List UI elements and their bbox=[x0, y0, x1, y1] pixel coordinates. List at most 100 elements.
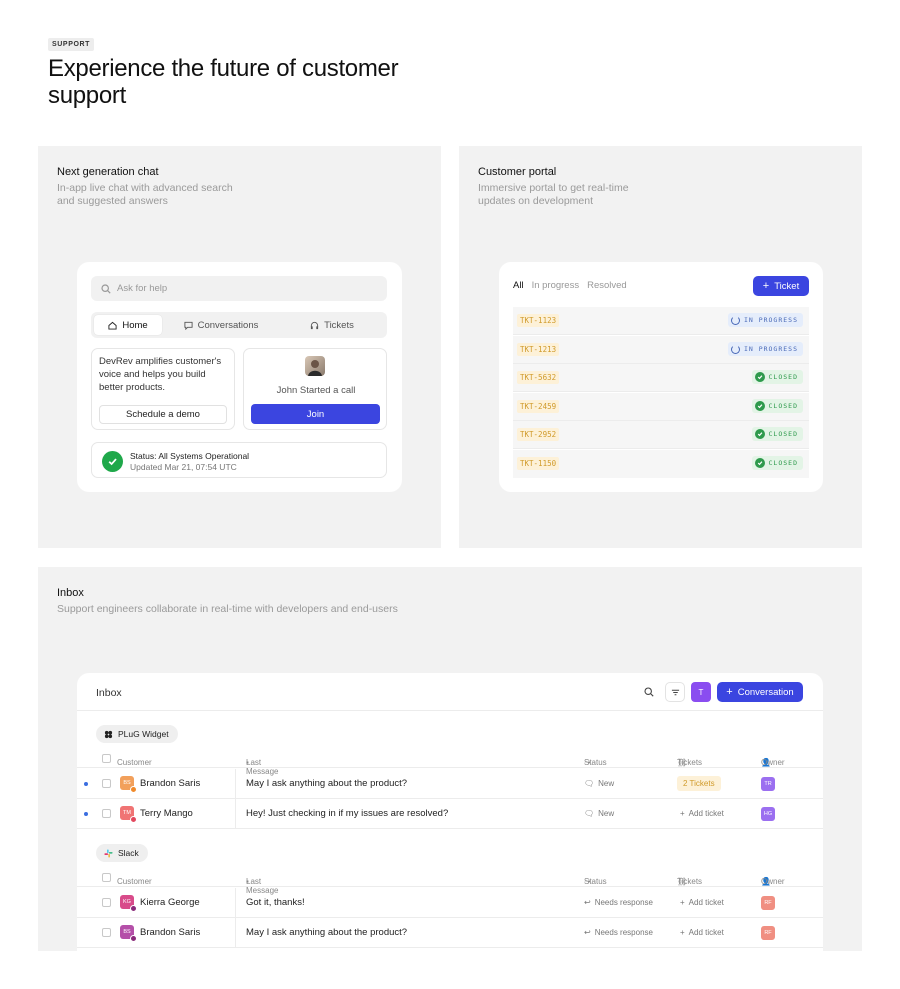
table-row[interactable]: TM Terry Mango Hey! Just checking in if … bbox=[77, 799, 823, 829]
ticket-row[interactable]: TKT-2952 CLOSED bbox=[513, 421, 809, 449]
tab-home[interactable]: Home bbox=[94, 315, 162, 335]
search-input[interactable]: Ask for help bbox=[91, 276, 387, 301]
unread-dot bbox=[84, 812, 88, 816]
join-call-button[interactable]: Join bbox=[251, 404, 380, 424]
customer-name: Kierra George bbox=[140, 897, 200, 908]
plus-icon: + bbox=[680, 809, 685, 818]
status-updated: Updated Mar 21, 07:54 UTC bbox=[130, 462, 237, 472]
filter-button[interactable] bbox=[665, 682, 685, 702]
reply-icon: ↩ bbox=[584, 928, 591, 937]
column-divider bbox=[235, 799, 236, 829]
portal-panel-title: Customer portal bbox=[478, 166, 557, 178]
tab-all[interactable]: All bbox=[513, 280, 524, 291]
column-divider bbox=[235, 769, 236, 799]
check-circle-icon bbox=[754, 458, 765, 468]
promo-card: DevRev amplifies customer's voice and he… bbox=[91, 348, 235, 430]
table-row[interactable]: KG Kierra George Got it, thanks! ↩ Needs … bbox=[77, 888, 823, 918]
select-all-checkbox[interactable] bbox=[102, 873, 111, 882]
owner-avatar: TR bbox=[761, 777, 775, 791]
check-circle-icon bbox=[754, 372, 765, 382]
owner-avatar: HG bbox=[761, 807, 775, 821]
select-all-checkbox[interactable] bbox=[102, 754, 111, 763]
progress-ring-icon bbox=[730, 315, 740, 325]
status-title: Status: All Systems Operational bbox=[130, 451, 250, 461]
ticket-row[interactable]: TKT-1123 IN PROGRESS bbox=[513, 307, 809, 335]
column-divider bbox=[235, 888, 236, 918]
customer-name: Brandon Saris bbox=[140, 927, 201, 938]
headset-icon bbox=[311, 321, 319, 329]
tab-tickets[interactable]: Tickets bbox=[280, 315, 384, 335]
ticket-id: TKT-2952 bbox=[517, 428, 560, 441]
ticket-id: TKT-1150 bbox=[517, 457, 560, 470]
last-message: Hey! Just checking in if my issues are r… bbox=[246, 808, 449, 819]
tab-resolved[interactable]: Resolved bbox=[587, 280, 627, 291]
message-icon: ▪ bbox=[246, 877, 249, 886]
new-ticket-button[interactable]: + Ticket bbox=[753, 276, 809, 296]
row-checkbox[interactable] bbox=[102, 809, 111, 818]
row-checkbox[interactable] bbox=[102, 779, 111, 788]
tab-in-progress[interactable]: In progress bbox=[531, 280, 580, 291]
chat-tabs: Home Conversations Tickets bbox=[91, 312, 387, 338]
unread-dot bbox=[84, 782, 88, 786]
owner-avatar: RF bbox=[761, 926, 775, 940]
person-icon: 👤 bbox=[761, 758, 771, 767]
group-chip-slack[interactable]: Slack bbox=[96, 844, 148, 862]
add-ticket-link[interactable]: + Add ticket bbox=[680, 898, 724, 907]
slack-icon bbox=[104, 848, 113, 858]
ticket-id: TKT-5632 bbox=[517, 371, 560, 384]
group-name: Slack bbox=[118, 848, 139, 858]
status-cell: ↩ Needs response bbox=[584, 898, 653, 907]
search-button[interactable] bbox=[639, 682, 659, 702]
chat-bubble-icon bbox=[184, 321, 193, 330]
ticket-row[interactable]: TKT-1150 CLOSED bbox=[513, 450, 809, 478]
table-row[interactable]: BS Brandon Saris May I ask anything abou… bbox=[77, 769, 823, 799]
tab-home-label: Home bbox=[122, 319, 148, 331]
add-ticket-link[interactable]: + Add ticket bbox=[680, 809, 724, 818]
inbox-title: Inbox bbox=[96, 687, 122, 699]
promo-text: DevRev amplifies customer's voice and he… bbox=[99, 356, 222, 393]
reply-icon: ↩ bbox=[584, 898, 591, 907]
inbox-card: Inbox T + Conversation PLuG Widget Custo… bbox=[77, 673, 823, 951]
row-checkbox[interactable] bbox=[102, 928, 111, 937]
ticket-id: TKT-1123 bbox=[517, 314, 560, 327]
last-message: Got it, thanks! bbox=[246, 897, 305, 908]
check-circle-icon bbox=[754, 429, 765, 439]
ticket-row[interactable]: TKT-1213 IN PROGRESS bbox=[513, 336, 809, 364]
new-conversation-label: Conversation bbox=[737, 686, 794, 698]
ticket-row[interactable]: TKT-5632 CLOSED bbox=[513, 364, 809, 392]
status-cell: ↩ Needs response bbox=[584, 928, 653, 937]
avatar: BS bbox=[120, 776, 134, 790]
ticket-row[interactable]: TKT-2459 CLOSED bbox=[513, 393, 809, 421]
new-ticket-label: Ticket bbox=[774, 280, 800, 292]
inbox-header: Inbox T + Conversation bbox=[77, 673, 823, 711]
system-status-card: Status: All Systems Operational Updated … bbox=[91, 442, 387, 478]
status-badge: IN PROGRESS bbox=[727, 342, 803, 356]
tab-conversations[interactable]: Conversations bbox=[162, 315, 280, 335]
tickets-count-badge[interactable]: 2 Tickets bbox=[677, 776, 721, 791]
schedule-demo-button[interactable]: Schedule a demo bbox=[99, 405, 227, 424]
last-message: May I ask anything about the product? bbox=[246, 927, 408, 938]
user-avatar-button[interactable]: T bbox=[691, 682, 711, 702]
status-badge: CLOSED bbox=[751, 370, 803, 384]
arrow-icon: ➝ bbox=[584, 877, 591, 886]
ticket-id: TKT-1213 bbox=[517, 343, 560, 356]
new-conversation-button[interactable]: + Conversation bbox=[717, 682, 803, 702]
add-ticket-link[interactable]: + Add ticket bbox=[680, 928, 724, 937]
call-text: John Started a call bbox=[276, 385, 356, 396]
ticket-id: TKT-2459 bbox=[517, 400, 560, 413]
row-checkbox[interactable] bbox=[102, 898, 111, 907]
plus-icon: + bbox=[726, 686, 733, 698]
chat-bubble-icon: 🗨 bbox=[584, 779, 595, 788]
group-chip-plug-widget[interactable]: PLuG Widget bbox=[96, 725, 178, 743]
source-badge-icon bbox=[120, 895, 137, 912]
status-badge: CLOSED bbox=[751, 427, 803, 441]
person-icon: 👤 bbox=[761, 877, 771, 886]
search-placeholder: Ask for help bbox=[117, 283, 168, 294]
customer-name: Brandon Saris bbox=[140, 778, 201, 789]
table-row[interactable]: BS Brandon Saris May I ask anything abou… bbox=[77, 918, 823, 948]
call-card: John Started a call Join bbox=[243, 348, 387, 430]
portal-panel: Customer portal Immersive portal to get … bbox=[459, 146, 862, 548]
plug-widget-icon bbox=[104, 730, 113, 738]
chat-panel-description: In-app live chat with advanced search an… bbox=[57, 182, 233, 207]
source-badge-icon bbox=[120, 925, 137, 942]
